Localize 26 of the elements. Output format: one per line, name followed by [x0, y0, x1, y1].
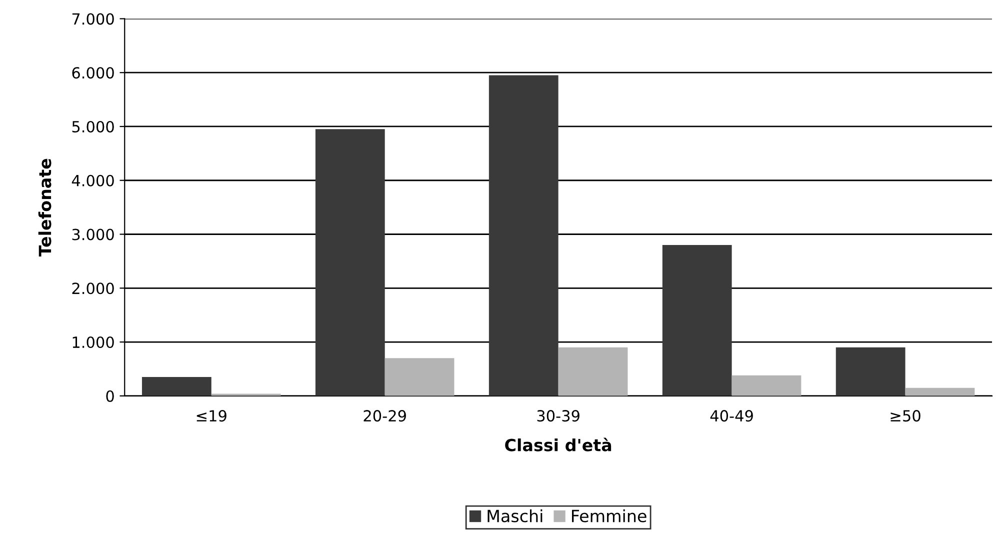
y-tick-label: 2.000 — [72, 282, 114, 294]
bar — [836, 347, 906, 396]
bar — [905, 388, 975, 396]
y-tick-label: 0 — [106, 390, 114, 402]
bar — [488, 75, 558, 396]
bar — [558, 347, 628, 396]
y-tick-label: 1.000 — [72, 336, 114, 348]
legend-label: Femmine — [572, 509, 646, 522]
bar — [384, 358, 454, 396]
y-tick-label: 7.000 — [72, 13, 114, 25]
bar — [732, 375, 802, 396]
x-tick-label: ≤19 — [196, 410, 226, 422]
bar — [662, 245, 732, 396]
bar — [142, 377, 212, 396]
legend-label: Maschi — [488, 509, 542, 522]
bar — [315, 129, 385, 396]
x-axis-title: Classi d'età — [505, 438, 612, 452]
y-tick-label: 6.000 — [72, 67, 114, 79]
x-tick-label: 30-39 — [537, 410, 580, 422]
y-tick-label: 5.000 — [72, 120, 114, 133]
x-tick-label: ≥50 — [890, 410, 920, 422]
y-tick-label: 4.000 — [72, 174, 114, 186]
y-axis-title: Telefonate — [38, 158, 52, 257]
x-tick-label: 20-29 — [364, 410, 406, 422]
y-tick-label: 3.000 — [72, 228, 114, 240]
x-tick-label: 40-49 — [710, 410, 753, 422]
